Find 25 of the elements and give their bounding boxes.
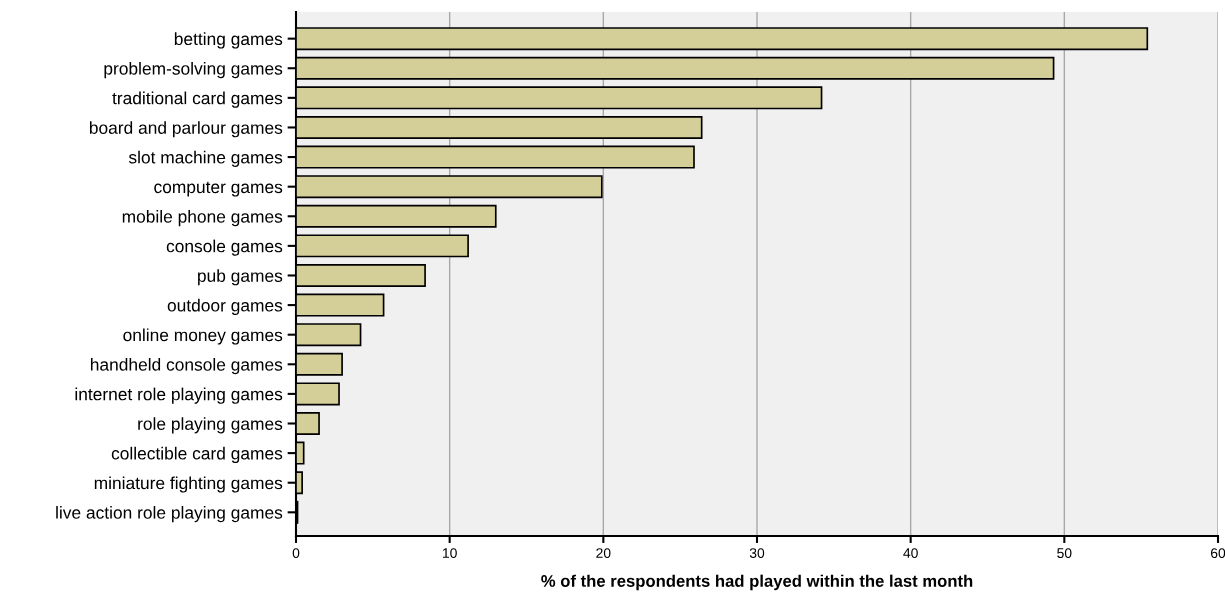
- y-tick-label: pub games: [198, 269, 283, 286]
- y-tick-label: online money games: [123, 328, 283, 345]
- x-tick-label: 40: [903, 548, 918, 559]
- y-tick-label: collectible card games: [111, 446, 283, 463]
- x-tick-label: 20: [596, 548, 611, 559]
- y-tick-label: slot machine games: [128, 150, 283, 167]
- x-tick-label: 60: [1210, 548, 1225, 559]
- y-tick-label: mobile phone games: [122, 209, 283, 227]
- y-tick-label: outdoor games: [167, 298, 283, 315]
- x-tick-label: 30: [749, 548, 765, 559]
- x-tick-label: 0: [292, 548, 300, 559]
- y-tick-label: handheld console games: [90, 358, 283, 375]
- y-tick-label: role playing games: [138, 417, 283, 434]
- y-tick-label: problem-solving games: [104, 61, 283, 79]
- y-tick-label: betting games: [174, 32, 283, 49]
- x-axis-title: % of the respondents had played within the last month: [541, 574, 973, 591]
- y-tick-label: console games: [166, 239, 283, 256]
- y-tick-label: miniature fighting games: [94, 476, 283, 493]
- y-tick-label: computer games: [154, 181, 283, 197]
- y-tick-label: live action role playing games: [56, 506, 283, 523]
- y-tick-label: traditional card games: [112, 91, 283, 108]
- x-tick-label: 10: [443, 548, 457, 559]
- y-tick-label: board and parlour games: [89, 121, 283, 138]
- y-tick-label: internet role playing games: [75, 387, 283, 404]
- x-tick-label: 50: [1057, 548, 1072, 559]
